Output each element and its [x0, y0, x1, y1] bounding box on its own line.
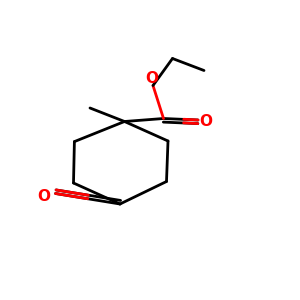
Text: O: O [38, 189, 51, 204]
Text: O: O [145, 71, 158, 86]
Text: O: O [199, 114, 212, 129]
